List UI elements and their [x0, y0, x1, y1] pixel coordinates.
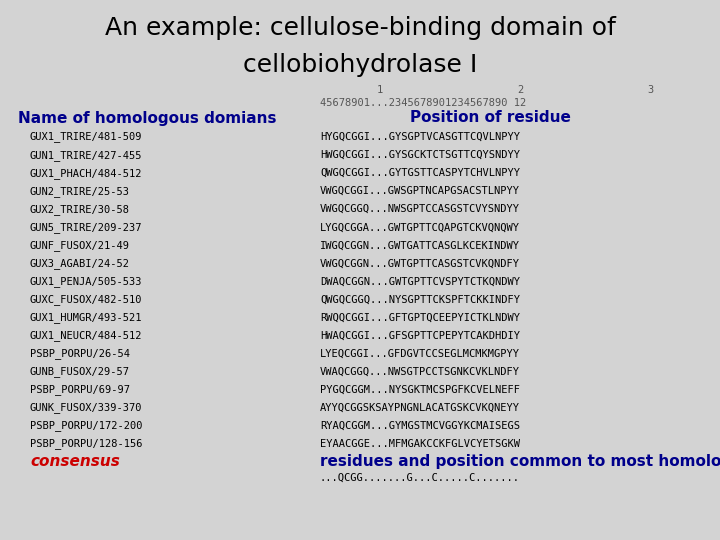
Text: IWGQCGGN...GWTGATTCASGLKCEKINDWY: IWGQCGGN...GWTGATTCASGLKCEKINDWY	[320, 240, 520, 251]
Text: PYGQCGGM...NYSGKTMCSPGFKCVELNEFF: PYGQCGGM...NYSGKTMCSPGFKCVELNEFF	[320, 384, 520, 395]
Text: VWGQCGGQ...NWSGPTCCASGSTCVYSNDYY: VWGQCGGQ...NWSGPTCCASGSTCVYSNDYY	[320, 204, 520, 214]
Text: QWGQCGGI...GYTGSTTCASPYTCHVLNPYY: QWGQCGGI...GYTGSTTCASPYTCHVLNPYY	[320, 168, 520, 178]
Text: AYYQCGGSKSAYPNGNLACATGSKCVKQNEYY: AYYQCGGSKSAYPNGNLACATGSKCVKQNEYY	[320, 403, 520, 413]
Text: HWGQCGGI...GYSGCKTCTSGTTCQYSNDYY: HWGQCGGI...GYSGCKTCTSGTTCQYSNDYY	[320, 150, 520, 160]
Text: cellobiohydrolase I: cellobiohydrolase I	[243, 53, 477, 77]
Text: 3: 3	[647, 85, 653, 95]
Text: LYGQCGGA...GWTGPTTCQAPGTCKVQNQWY: LYGQCGGA...GWTGPTTCQAPGTCKVQNQWY	[320, 222, 520, 232]
Text: GUNB_FUSOX/29-57: GUNB_FUSOX/29-57	[30, 366, 130, 377]
Text: VWGQCGGI...GWSGPTNCAPGSACSTLNPYY: VWGQCGGI...GWSGPTNCAPGSACSTLNPYY	[320, 186, 520, 196]
Text: HYGQCGGI...GYSGPTVCASGTTCQVLNPYY: HYGQCGGI...GYSGPTVCASGTTCQVLNPYY	[320, 132, 520, 142]
Text: GUX1_PENJA/505-533: GUX1_PENJA/505-533	[30, 276, 143, 287]
Text: DWAQCGGN...GWTGPTTCVSPYTCTKQNDWY: DWAQCGGN...GWTGPTTCVSPYTCTKQNDWY	[320, 276, 520, 286]
Text: PSBP_PORPU/26-54: PSBP_PORPU/26-54	[30, 348, 130, 359]
Text: PSBP_PORPU/128-156: PSBP_PORPU/128-156	[30, 438, 143, 449]
Text: QWGQCGGQ...NYSGPTTCKSPFTCKKINDFY: QWGQCGGQ...NYSGPTTCKSPFTCKKINDFY	[320, 294, 520, 305]
Text: GUN5_TRIRE/209-237: GUN5_TRIRE/209-237	[30, 222, 143, 233]
Text: GUX1_NEUCR/484-512: GUX1_NEUCR/484-512	[30, 330, 143, 341]
Text: GUX1_HUMGR/493-521: GUX1_HUMGR/493-521	[30, 312, 143, 323]
Text: Name of homologous domians: Name of homologous domians	[18, 111, 276, 125]
Text: GUN2_TRIRE/25-53: GUN2_TRIRE/25-53	[30, 186, 130, 197]
Text: VWAQCGGQ...NWSGTPCCTSGNKCVKLNDFY: VWAQCGGQ...NWSGTPCCTSGNKCVKLNDFY	[320, 367, 520, 377]
Text: GUNK_FUSOX/339-370: GUNK_FUSOX/339-370	[30, 402, 143, 413]
Text: HWAQCGGI...GFSGPTTCPEPYTCAKDHDIY: HWAQCGGI...GFSGPTTCPEPYTCAKDHDIY	[320, 330, 520, 341]
Text: VWGQCGGN...GWTGPTTCASGSTCVKQNDFY: VWGQCGGN...GWTGPTTCASGSTCVKQNDFY	[320, 258, 520, 268]
Text: GUX1_TRIRE/481-509: GUX1_TRIRE/481-509	[30, 132, 143, 143]
Text: 45678901...2345678901234567890 12: 45678901...2345678901234567890 12	[320, 98, 526, 108]
Text: PSBP_PORPU/69-97: PSBP_PORPU/69-97	[30, 384, 130, 395]
Text: GUX3_AGABI/24-52: GUX3_AGABI/24-52	[30, 258, 130, 269]
Text: GUX2_TRIRE/30-58: GUX2_TRIRE/30-58	[30, 204, 130, 215]
Text: GUXC_FUSOX/482-510: GUXC_FUSOX/482-510	[30, 294, 143, 305]
Text: RWQQCGGI...GFTGPTQCEEPYICTKLNDWY: RWQQCGGI...GFTGPTQCEEPYICTKLNDWY	[320, 313, 520, 322]
Text: PSBP_PORPU/172-200: PSBP_PORPU/172-200	[30, 420, 143, 431]
Text: residues and position common to most homologs: residues and position common to most hom…	[320, 455, 720, 469]
Text: EYAACGGE...MFMGAKCCKFGLVCYETSGKW: EYAACGGE...MFMGAKCCKFGLVCYETSGKW	[320, 439, 520, 449]
Text: 2: 2	[517, 85, 523, 95]
Text: 1: 1	[377, 85, 383, 95]
Text: Position of residue: Position of residue	[410, 111, 570, 125]
Text: ...QCGG.......G...C.....C.......: ...QCGG.......G...C.....C.......	[320, 472, 520, 482]
Text: GUX1_PHACH/484-512: GUX1_PHACH/484-512	[30, 167, 143, 179]
Text: An example: cellulose-binding domain of: An example: cellulose-binding domain of	[104, 16, 616, 40]
Text: LYEQCGGI...GFDGVTCCSEGLMCMKMGPYY: LYEQCGGI...GFDGVTCCSEGLMCMKMGPYY	[320, 349, 520, 359]
Text: GUNF_FUSOX/21-49: GUNF_FUSOX/21-49	[30, 240, 130, 251]
Text: GUN1_TRIRE/427-455: GUN1_TRIRE/427-455	[30, 150, 143, 160]
Text: RYAQCGGM...GYMGSTMCVGGYKCMAISEGS: RYAQCGGM...GYMGSTMCVGGYKCMAISEGS	[320, 421, 520, 431]
Text: consensus: consensus	[30, 455, 120, 469]
